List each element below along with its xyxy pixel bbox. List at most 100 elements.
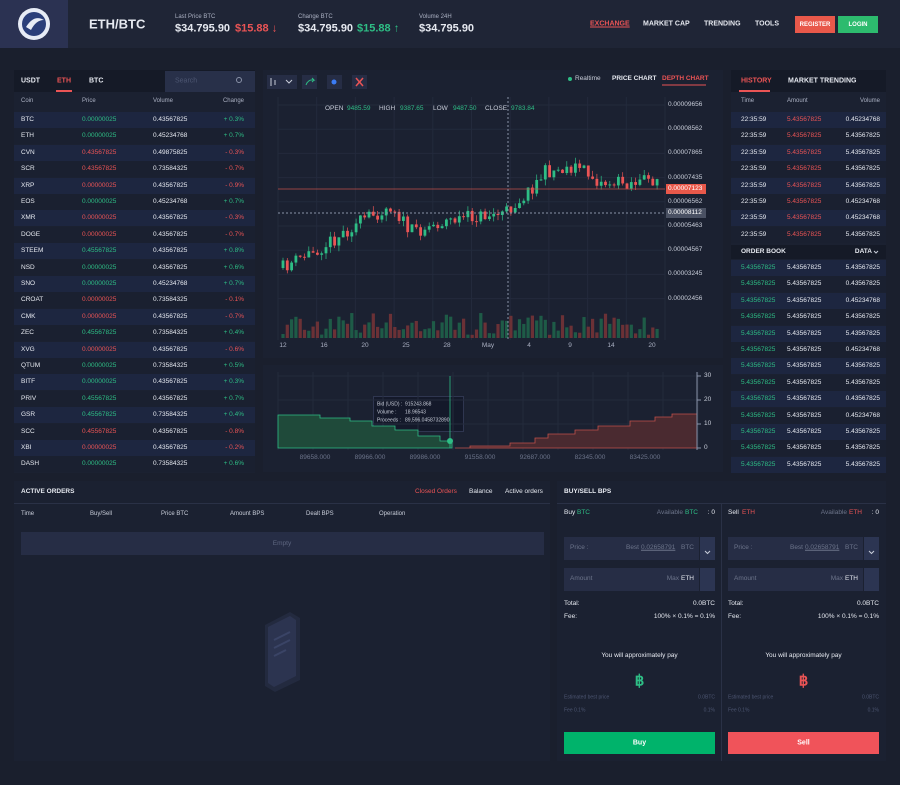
volume-bar — [608, 323, 612, 338]
market-row[interactable] — [14, 144, 255, 161]
candle-body — [488, 216, 491, 220]
price-label: Price : — [570, 543, 589, 551]
bid: 5.43567825 — [741, 280, 776, 288]
coin: QTUM — [21, 361, 41, 369]
column-header: Time — [741, 98, 755, 104]
price-input[interactable] — [564, 537, 699, 560]
candle-body — [513, 207, 517, 213]
volume-bar — [298, 318, 302, 338]
market-row[interactable] — [14, 177, 255, 194]
amount-dropdown[interactable] — [700, 568, 715, 591]
market-row[interactable] — [14, 112, 255, 128]
tool-share[interactable] — [302, 75, 317, 89]
volume-bar — [328, 318, 332, 338]
orders-tab[interactable]: Closed Orders — [415, 487, 457, 495]
market-row[interactable] — [14, 243, 255, 260]
change: + 0.7% — [223, 132, 244, 140]
market-row[interactable] — [14, 292, 255, 309]
volume: 5.43567825 — [845, 230, 880, 238]
market-row[interactable] — [14, 276, 255, 292]
candle-body — [556, 169, 560, 171]
market-row[interactable] — [14, 456, 255, 473]
volume-bar — [406, 325, 410, 338]
market-tab[interactable]: BTC — [89, 77, 104, 85]
buy-button[interactable] — [564, 732, 715, 754]
button-text[interactable]: Sell — [797, 739, 810, 747]
amount-dropdown[interactable] — [864, 568, 879, 591]
nav-link[interactable]: EXCHANGE — [590, 20, 630, 28]
volume: 0.45234768 — [153, 132, 188, 140]
register-text[interactable]: REGISTER — [799, 21, 831, 28]
price-dropdown[interactable] — [864, 537, 879, 560]
tool-candle[interactable] — [267, 75, 297, 89]
market-row[interactable] — [14, 390, 255, 407]
button-text[interactable]: Buy — [632, 739, 647, 747]
market-row[interactable] — [14, 374, 255, 391]
search-placeholder[interactable]: Search — [175, 77, 198, 85]
change: - 0.7% — [225, 230, 244, 238]
history-tab[interactable]: MARKET TRENDING — [788, 77, 857, 85]
candle-body — [634, 182, 637, 185]
price-input[interactable] — [728, 537, 863, 560]
market-row[interactable] — [14, 423, 255, 440]
login-button[interactable] — [838, 16, 878, 33]
best-value[interactable]: 0.02658791 — [805, 543, 840, 551]
total-label: Total: — [564, 599, 580, 607]
candle-body — [522, 200, 526, 204]
fee-label: Fee: — [728, 612, 742, 620]
orders-tab[interactable]: Active orders — [505, 487, 543, 495]
history-tab[interactable]: HISTORY — [741, 77, 772, 85]
candle-body — [414, 224, 418, 228]
sell-button[interactable] — [728, 732, 879, 754]
best-value[interactable]: 0.02658791 — [641, 543, 676, 551]
market-row[interactable] — [14, 226, 255, 243]
chart-tab[interactable]: DEPTH CHART — [662, 74, 709, 82]
market-row[interactable] — [14, 440, 255, 456]
login-text[interactable]: LOGIN — [848, 21, 868, 28]
coin: ETH — [21, 132, 34, 140]
nav-link[interactable]: MARKET CAP — [643, 20, 690, 28]
candle-body — [397, 211, 401, 221]
market-tab[interactable]: USDT — [21, 77, 41, 85]
amount-input[interactable] — [728, 568, 863, 591]
buysell-title: BUY/SELL BPS — [564, 487, 612, 495]
amount: 5.43567825 — [787, 148, 822, 156]
time: 22:35:59 — [741, 132, 767, 140]
orderbook-row — [731, 260, 886, 276]
volume: 0.49875825 — [153, 148, 188, 156]
register-button[interactable] — [795, 16, 835, 33]
orderbook-data[interactable]: DATA — [854, 247, 872, 255]
candle-body — [333, 236, 336, 246]
candle-body — [492, 213, 496, 217]
amount: 5.43567825 — [787, 312, 822, 320]
chart-tab[interactable]: PRICE CHART — [612, 74, 657, 82]
market-row[interactable] — [14, 407, 255, 424]
coin: CVN — [21, 148, 35, 156]
price-tick: 0.00002456 — [668, 294, 703, 302]
market-row[interactable] — [14, 194, 255, 210]
total: 5.43567825 — [845, 362, 880, 370]
volume-bar — [401, 329, 405, 338]
change: + 0.4% — [223, 328, 244, 336]
volume: 0.43567825 — [153, 246, 188, 254]
volume: 0.43567825 — [153, 312, 188, 320]
nav-link[interactable]: TRENDING — [704, 20, 741, 28]
amount: 5.43567825 — [787, 280, 822, 288]
amount-input[interactable] — [564, 568, 699, 591]
market-row[interactable] — [14, 259, 255, 276]
nav-link[interactable]: TOOLS — [755, 20, 779, 28]
market-row[interactable] — [14, 325, 255, 342]
price-dropdown[interactable] — [700, 537, 715, 560]
market-row[interactable] — [14, 161, 255, 178]
market-row[interactable] — [14, 341, 255, 358]
market-row[interactable] — [14, 128, 255, 145]
depth-x-tick: 91558.000 — [464, 453, 496, 461]
candle-body — [625, 183, 629, 189]
market-row[interactable] — [14, 308, 255, 325]
search-box[interactable] — [165, 71, 255, 92]
market-row[interactable] — [14, 358, 255, 374]
orders-tab[interactable]: Balance — [469, 487, 493, 495]
fee-pct-value: 0.1% — [867, 707, 879, 714]
market-tab[interactable]: ETH — [57, 77, 71, 85]
market-row[interactable] — [14, 210, 255, 227]
